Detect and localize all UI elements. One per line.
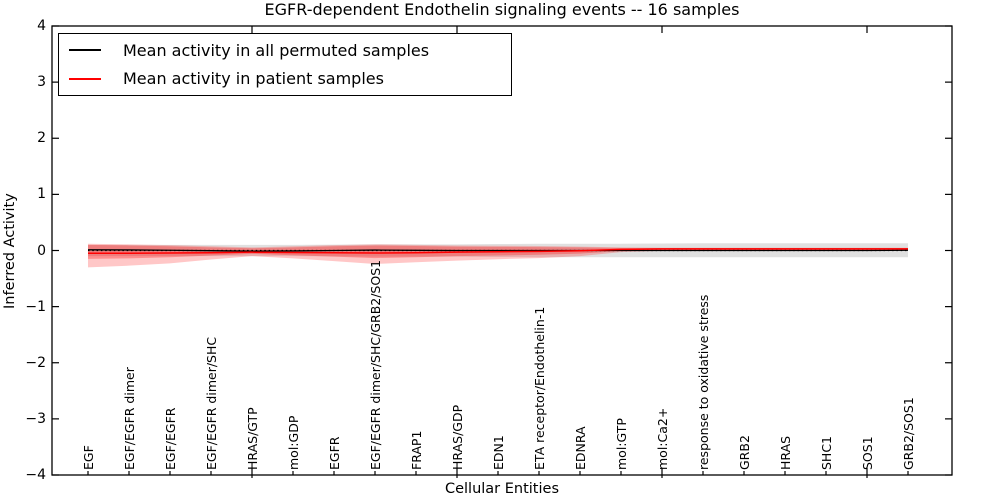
patient-outer-band [88,243,908,268]
y-tick-label: 4 [37,18,46,34]
x-tick-label: GRB2 [737,435,752,470]
y-tick-label: 3 [37,74,46,91]
x-tick-label: EGF/EGFR dimer [122,367,137,470]
legend-item-permuted: Mean activity in all permuted samples [59,36,511,64]
x-tick-label: mol:Ca2+ [655,407,670,470]
y-tick-label: 1 [37,186,46,203]
y-tick-label: −3 [25,410,46,427]
x-tick-label: HRAS/GTP [245,407,260,470]
x-tick-label: HRAS [778,435,793,470]
legend-label-permuted: Mean activity in all permuted samples [123,40,430,60]
legend-label-patient: Mean activity in patient samples [123,69,384,89]
permuted-mean-line [87,249,909,252]
y-tick-label: 2 [37,130,46,147]
chart-title: EGFR-dependent Endothelin signaling even… [264,0,740,19]
x-tick-label: HRAS/GDP [450,404,465,470]
y-tick-label: −4 [25,467,46,483]
x-tick-label: mol:GDP [286,415,301,470]
x-tick-label: FRAP1 [409,430,424,470]
y-tick-label: −2 [25,354,46,371]
x-tick-label: EGF/EGFR dimer/SHC/GRB2/SOS1 [368,259,383,470]
x-tick-label: response to oxidative stress [696,294,711,470]
patient-line-swatch [69,77,101,80]
x-tick-label: SOS1 [860,436,875,470]
y-tick-label: 0 [37,242,46,259]
legend-item-patient: Mean activity in patient samples [59,65,511,93]
patient-mean-line [87,248,908,255]
legend: Mean activity in all permuted samples Me… [58,33,512,96]
x-tick-label: GRB2/SOS1 [901,397,916,470]
x-tick-label: SHC1 [819,435,834,470]
x-tick-label: EGF [81,445,96,470]
x-tick-label: EDN1 [491,435,506,470]
y-tick-label: −1 [25,298,46,315]
x-tick-label: ETA receptor/Endothelin-1 [532,306,547,470]
x-axis-label: Cellular Entities [444,481,560,497]
x-tick-label: EGF/EGFR dimer/SHC [204,336,219,470]
x-tick-label: EGF/EGFR [163,407,178,470]
x-tick-label: mol:GTP [614,418,629,470]
x-tick-label: EDNRA [573,426,588,470]
x-tick-label: EGFR [327,436,342,470]
permuted-line-swatch [69,49,101,52]
